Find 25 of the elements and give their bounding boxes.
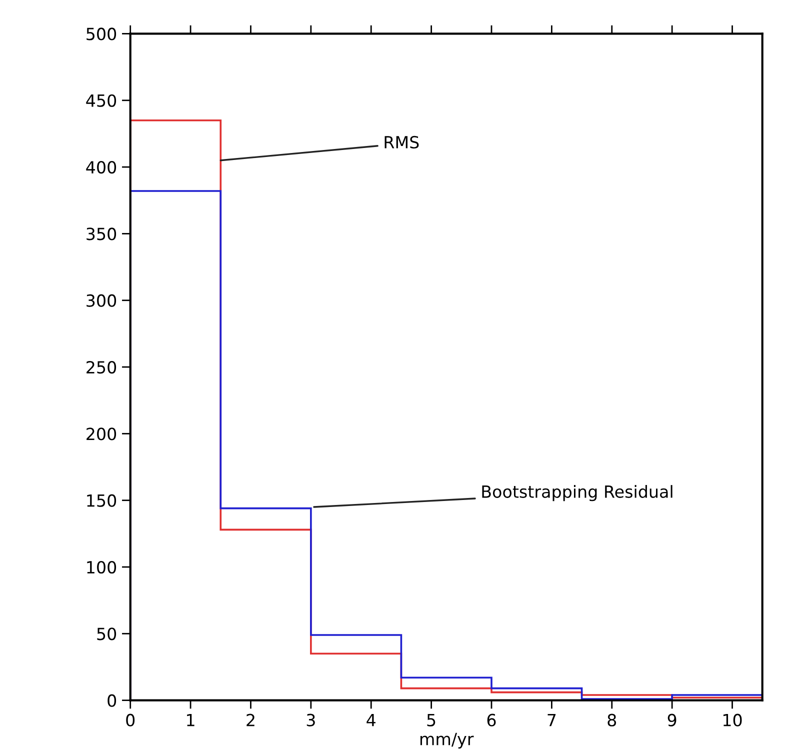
annotation: Bootstrapping Residual [482,485,672,502]
y-tick-label: 450 [86,94,116,107]
x-tick-label: 6 [487,714,496,726]
y-tick-label: 250 [86,360,116,374]
x-tick-label: 4 [366,714,376,726]
x-tick-label: 8 [608,714,616,726]
x-tick-label: 1 [187,714,194,726]
y-tick-label: 500 [86,28,116,40]
x-tick-label: 7 [548,714,556,726]
x-tick-label: 2 [246,714,254,726]
y-tick-label: 100 [87,560,116,574]
x-tick-label: 9 [668,714,676,726]
x-tick-label: 3 [306,714,315,726]
x-tick-label: 10 [723,714,742,726]
y-tick-label: 0 [108,694,116,707]
y-tick-label: 50 [97,628,116,640]
y-tick-label: 300 [86,294,116,307]
y-tick-label: 200 [86,428,116,440]
x-tick-label: 5 [427,714,436,726]
annotation: RMS [384,136,419,149]
x-axis-title: mm/yr [420,732,474,749]
y-tick-label: 350 [86,228,116,240]
y-tick-label: 150 [87,494,116,507]
x-tick-label: 0 [126,714,135,726]
y-tick-label: 400 [86,160,116,174]
